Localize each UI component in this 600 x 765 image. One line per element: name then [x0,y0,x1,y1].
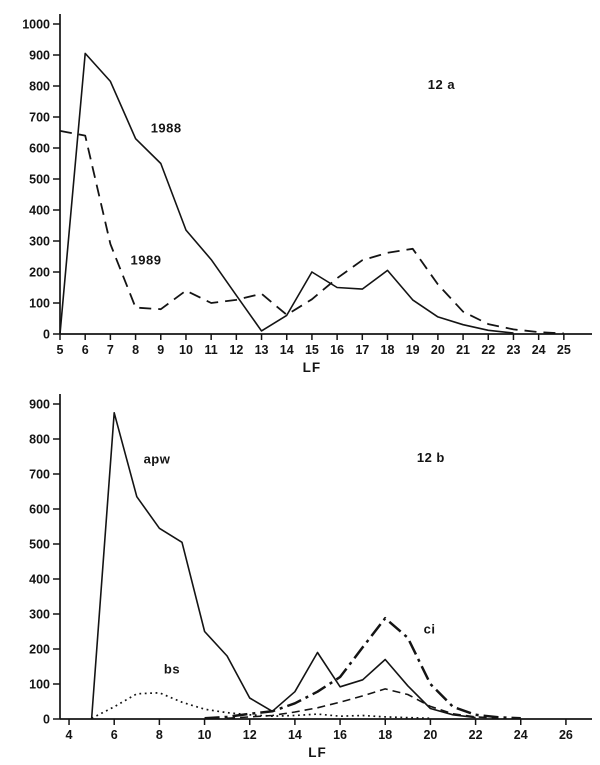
annotation-ci: ci [424,621,436,636]
series-apw-line [90,411,476,720]
y-tick-label: 300 [29,608,50,622]
y-tick-label: 700 [29,111,50,125]
annotation-bs: bs [164,662,180,677]
x-tick-label: 12 [229,343,243,357]
x-tick-label: 8 [132,343,139,357]
series-unlabeled-dashed-line [227,688,499,720]
x-tick-label: 9 [157,343,164,357]
y-tick-label: 700 [29,468,50,482]
x-tick-label: 6 [111,728,118,742]
chart-12a: 0 100 200 300 400 500 600 700 800 900 1000 5 6 7 8 9 10 1… [0,0,600,380]
x-tick-label: 24 [532,343,546,357]
chart-panel-12b: 0 100 200 300 400 500 600 700 800 900 4 6 8 10 12 14 16 1… [0,380,600,765]
y-tick-label: 600 [29,503,50,517]
annotation-apw: apw [144,452,171,467]
y-tick-label: 100 [29,678,50,692]
series-1988-line [59,52,514,335]
x-tick-label: 19 [406,343,420,357]
x-axis-label: LF [303,360,322,375]
x-tick-label: 13 [255,343,269,357]
annotation-12-b: 12 b [417,450,445,465]
annotation-12-a: 12 a [428,77,456,92]
chart-12b: 0 100 200 300 400 500 600 700 800 900 4 6 8 10 12 14 16 1… [0,380,600,765]
x-tick-label: 26 [559,728,573,742]
y-tick-label: 100 [29,297,50,311]
x-tick-label: 22 [469,728,483,742]
y-tick-label: 900 [29,398,50,412]
x-tick-label: 18 [378,728,392,742]
x-tick-label: 6 [82,343,89,357]
x-tick-label: 11 [205,343,218,357]
x-tick-label: 10 [179,343,193,357]
x-tick-label: 15 [305,343,319,357]
y-tick-label: 400 [29,573,50,587]
x-tick-label: 14 [288,728,302,742]
y-tick-label: 400 [29,204,50,218]
x-tick-label: 24 [514,728,528,742]
x-tick-label: 10 [198,728,212,742]
series-1989-line [59,130,564,335]
x-tick-label: 21 [456,343,470,357]
x-tick-label: 16 [330,343,344,357]
y-tick-label: 200 [29,266,50,280]
y-tick-label: 0 [43,713,50,727]
y-tick-label: 500 [29,538,50,552]
x-tick-label: 12 [243,728,257,742]
y-tick-label: 800 [29,80,50,94]
x-tick-label: 16 [333,728,347,742]
y-tick-label: 600 [29,142,50,156]
series-ci-line [204,616,521,720]
y-tick-label: 500 [29,173,50,187]
x-tick-label: 23 [507,343,521,357]
y-tick-label: 0 [43,328,50,342]
annotation-1989: 1989 [131,252,162,267]
y-tick-label: 200 [29,643,50,657]
annotation-1988: 1988 [151,121,182,136]
x-tick-label: 7 [107,343,114,357]
chart-panel-12a: 0 100 200 300 400 500 600 700 800 900 1000 5 6 7 8 9 10 1… [0,0,600,380]
x-tick-label: 14 [280,343,294,357]
x-tick-label: 17 [355,343,369,357]
x-tick-label: 8 [156,728,163,742]
y-tick-label: 300 [29,235,50,249]
x-axis-label: LF [308,745,327,760]
x-tick-label: 20 [423,728,437,742]
x-tick-label: 5 [57,343,64,357]
y-tick-label: 800 [29,433,50,447]
x-tick-label: 18 [381,343,395,357]
x-tick-label: 20 [431,343,445,357]
y-tick-label: 900 [29,49,50,63]
x-tick-label: 22 [481,343,495,357]
x-tick-label: 4 [66,728,73,742]
y-tick-label: 1000 [22,18,50,32]
x-tick-label: 25 [557,343,571,357]
series-bs-line [91,691,431,720]
